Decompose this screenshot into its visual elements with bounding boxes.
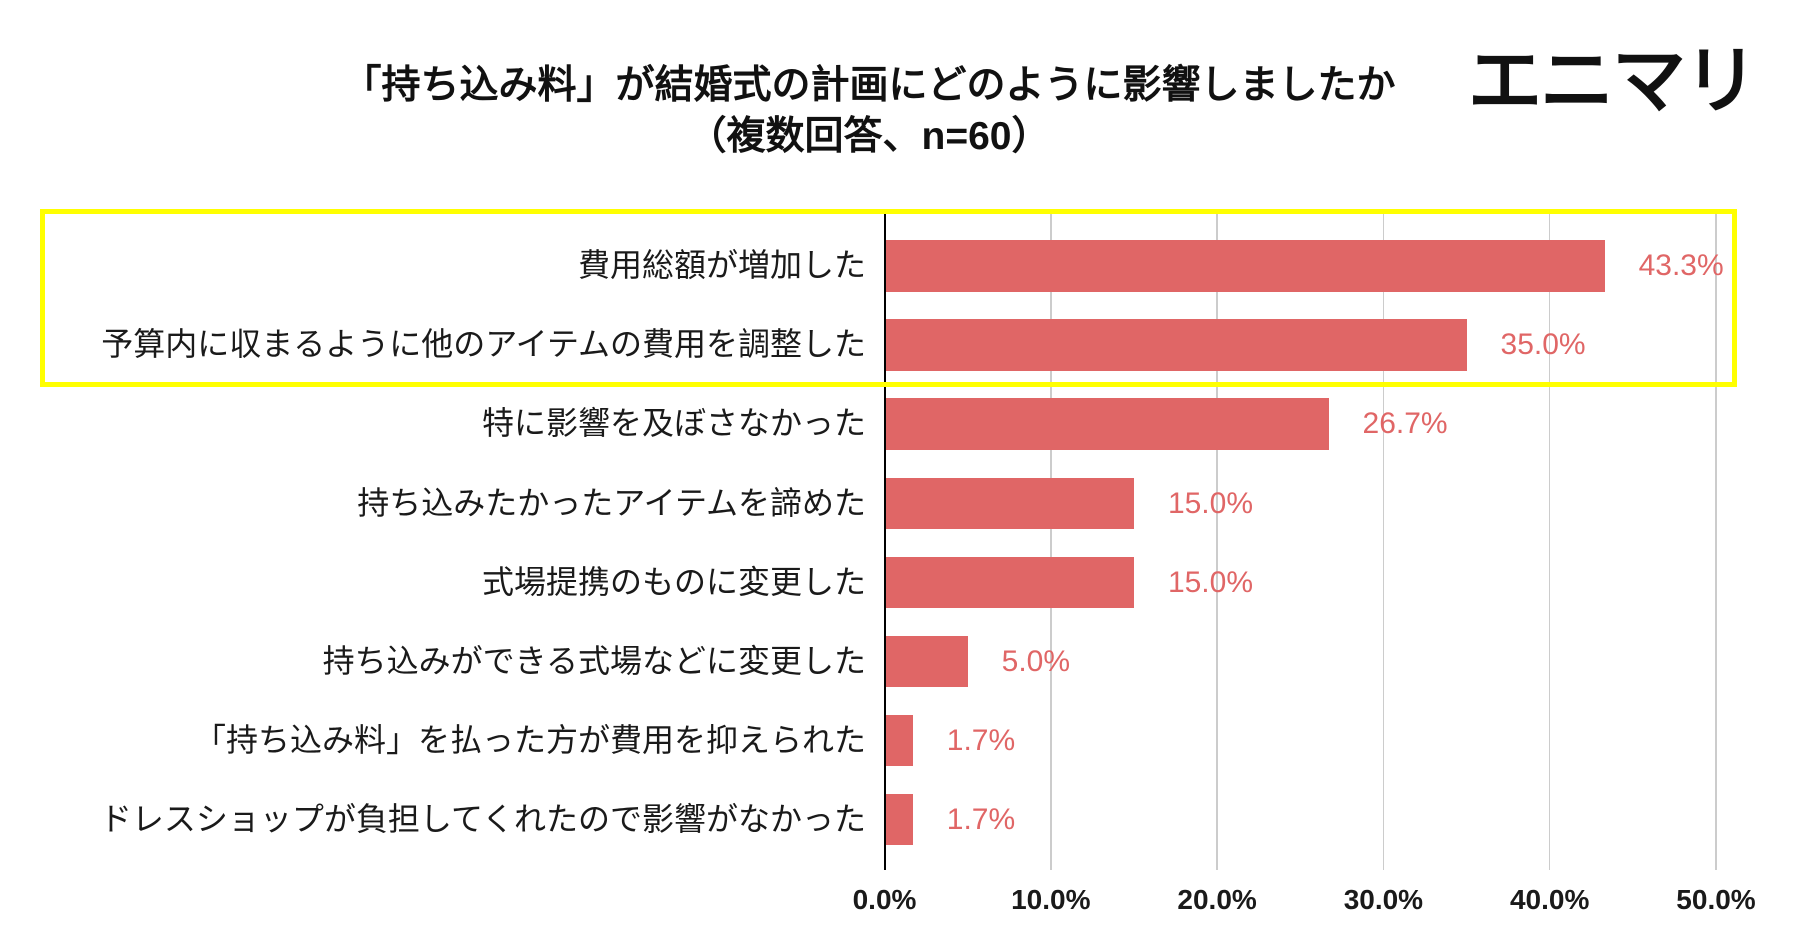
category-label-3: 特に影響を及ぼさなかった xyxy=(481,405,866,442)
brand-logo: エニマリ xyxy=(1468,39,1758,122)
category-label-7: 「持ち込み料」を払った方が費用を抑えられた xyxy=(193,721,866,758)
bar-1 xyxy=(884,240,1605,292)
bar-5 xyxy=(884,556,1134,609)
value-label-4: 15.0% xyxy=(1167,486,1254,520)
chart-subtitle: （複数回答、n=60） xyxy=(687,115,1051,158)
value-label-2: 35.0% xyxy=(1500,328,1586,362)
x-tick-label-50: 50.0% xyxy=(1676,884,1756,915)
highlight-box xyxy=(40,209,1737,387)
category-label-5: 式場提携のものに変更した xyxy=(481,563,866,600)
bar-2 xyxy=(884,319,1467,371)
category-label-6: 持ち込みができる式場などに変更した xyxy=(322,642,866,679)
value-label-8: 1.7% xyxy=(946,802,1016,836)
category-label-2: 予算内に収まるように他のアイテムの費用を調整した xyxy=(101,326,866,363)
bar-8 xyxy=(884,793,913,846)
x-tick-label-0: 0.0% xyxy=(852,884,917,915)
bar-3 xyxy=(884,398,1329,450)
value-label-6: 5.0% xyxy=(1001,644,1071,678)
gridline-10 xyxy=(1050,212,1052,870)
category-label-8: ドレスショップが負担してくれたので影響がなかった xyxy=(99,800,866,837)
value-label-7: 1.7% xyxy=(946,723,1016,757)
category-label-1: 費用総額が増加した xyxy=(577,247,866,284)
gridline-40 xyxy=(1548,212,1551,870)
value-label-5: 15.0% xyxy=(1167,565,1254,599)
bar-4 xyxy=(884,477,1134,529)
gridline-50 xyxy=(1715,212,1717,870)
chart-title: 「持ち込み料」が結婚式の計画にどのように影響しましたか xyxy=(342,64,1396,107)
value-label-3: 26.7% xyxy=(1362,407,1448,441)
bar-6 xyxy=(884,635,968,688)
gridline-30 xyxy=(1382,212,1385,870)
gridline-20 xyxy=(1216,212,1218,870)
x-tick-label-40: 40.0% xyxy=(1509,884,1590,915)
value-label-1: 43.3% xyxy=(1638,249,1724,283)
category-label-4: 持ち込みたかったアイテムを諦めた xyxy=(357,484,866,521)
x-tick-label-10: 10.0% xyxy=(1011,884,1091,915)
bar-7 xyxy=(884,714,913,767)
y-axis-line xyxy=(883,212,886,870)
x-tick-label-20: 20.0% xyxy=(1177,884,1257,915)
x-tick-label-30: 30.0% xyxy=(1343,884,1424,915)
